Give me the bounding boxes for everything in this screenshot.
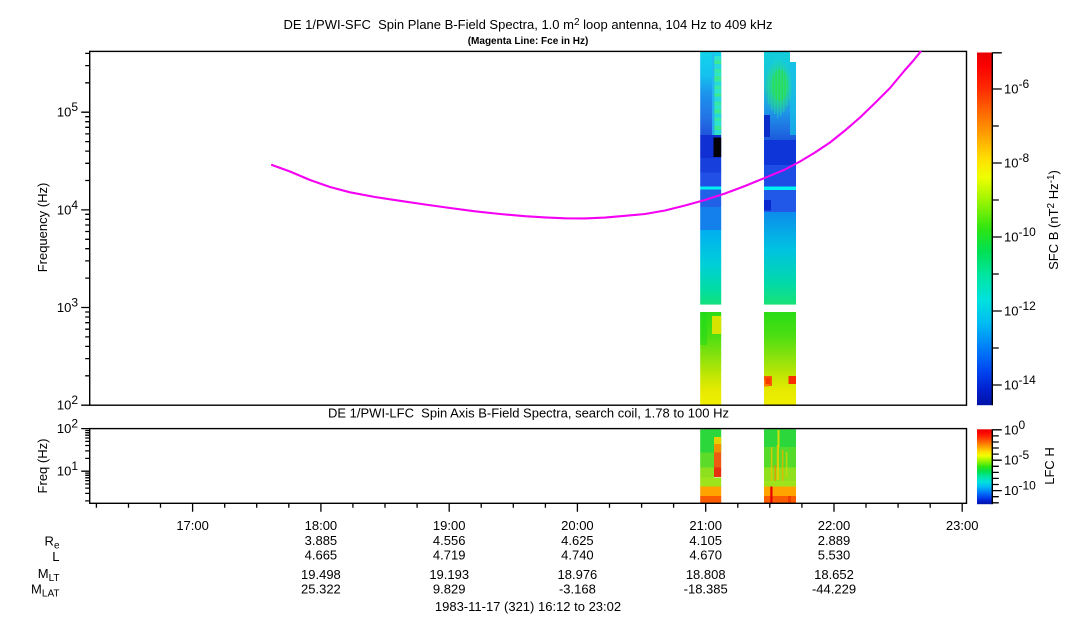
- svg-text:3.885: 3.885: [305, 533, 338, 548]
- svg-text:SFC B (nT2 Hz-1): SFC B (nT2 Hz-1): [1046, 170, 1061, 270]
- svg-text:22:00: 22:00: [818, 518, 851, 533]
- svg-text:19.193: 19.193: [429, 567, 469, 582]
- svg-text:2.889: 2.889: [818, 533, 851, 548]
- svg-text:DE 1/PWI-SFC Spin Plane B-Fie: DE 1/PWI-SFC Spin Plane B-Field Spectra,…: [284, 17, 773, 32]
- svg-text:18.976: 18.976: [558, 567, 598, 582]
- svg-text:19:00: 19:00: [433, 518, 466, 533]
- svg-text:4.625: 4.625: [561, 533, 594, 548]
- svg-text:L: L: [52, 549, 59, 564]
- svg-text:25.322: 25.322: [301, 582, 341, 597]
- svg-text:18.808: 18.808: [686, 567, 726, 582]
- svg-text:DE 1/PWI-LFC Spin Axis B-Fiel: DE 1/PWI-LFC Spin Axis B-Field Spectra, …: [328, 405, 729, 420]
- svg-text:4.670: 4.670: [689, 548, 722, 563]
- svg-text:4.665: 4.665: [305, 548, 338, 563]
- svg-text:18.652: 18.652: [814, 567, 854, 582]
- svg-text:LFC H: LFC H: [1042, 447, 1057, 485]
- svg-text:23:00: 23:00: [946, 518, 979, 533]
- svg-text:Frequency (Hz): Frequency (Hz): [35, 183, 50, 273]
- svg-text:4.105: 4.105: [689, 533, 722, 548]
- svg-text:-44.229: -44.229: [812, 582, 856, 597]
- svg-text:1983-11-17 (321) 16:12 to 23:0: 1983-11-17 (321) 16:12 to 23:02: [435, 599, 621, 614]
- svg-text:5.530: 5.530: [818, 548, 851, 563]
- svg-text:-18.385: -18.385: [684, 582, 728, 597]
- svg-text:-3.168: -3.168: [559, 582, 596, 597]
- svg-text:4.740: 4.740: [561, 548, 594, 563]
- svg-text:4.719: 4.719: [433, 548, 466, 563]
- svg-text:21:00: 21:00: [689, 518, 722, 533]
- svg-text:20:00: 20:00: [561, 518, 594, 533]
- svg-text:19.498: 19.498: [301, 567, 341, 582]
- svg-text:18:00: 18:00: [305, 518, 338, 533]
- svg-text:9.829: 9.829: [433, 582, 466, 597]
- svg-text:17:00: 17:00: [176, 518, 209, 533]
- svg-text:Freq (Hz): Freq (Hz): [35, 439, 50, 494]
- svg-text:4.556: 4.556: [433, 533, 466, 548]
- svg-text:(Magenta Line: Fce in Hz): (Magenta Line: Fce in Hz): [468, 36, 589, 47]
